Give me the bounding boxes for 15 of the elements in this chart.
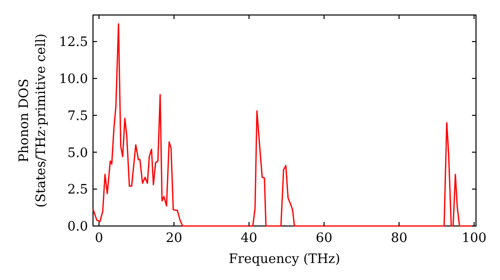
line-series: [92, 23, 475, 227]
x-tick-label: 80: [390, 231, 408, 246]
y-tick-label: 10.0: [59, 72, 88, 87]
y-tick-label: 5.0: [67, 146, 88, 161]
x-tick-label: 20: [166, 231, 182, 246]
x-tick-label: 0: [94, 231, 104, 246]
x-tick-label: 40: [240, 231, 258, 246]
y-tick-label: 12.5: [59, 35, 88, 50]
x-tick-label: 60: [316, 231, 332, 246]
x-tick-label: 100: [462, 231, 487, 246]
y-tick-label: 0.0: [67, 220, 88, 235]
y-tick-label: 7.5: [67, 108, 88, 124]
y-axis-title: Phonon DOS (States/THz·primitive cell): [17, 33, 49, 208]
x-axis-title: Frequency (THz): [228, 252, 340, 267]
y-tick-label: 2.5: [67, 182, 88, 198]
